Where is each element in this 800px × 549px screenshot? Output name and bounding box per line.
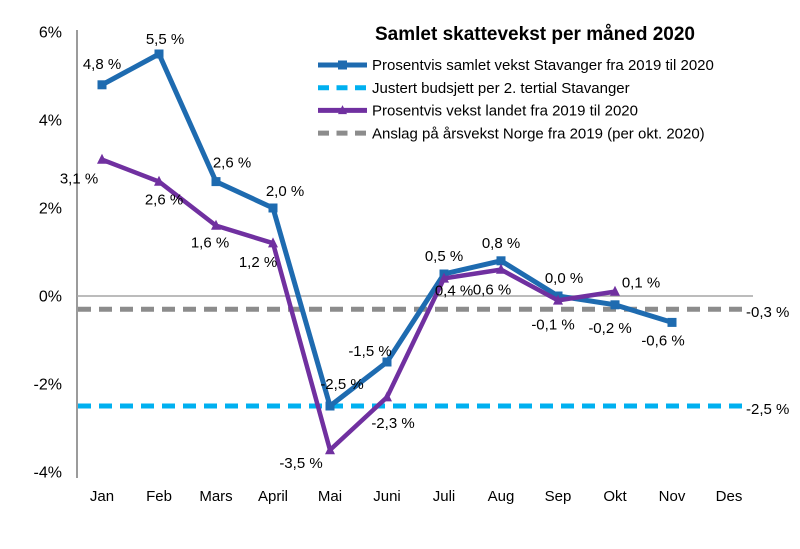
x-tick-label: Feb bbox=[146, 488, 172, 505]
legend-item-label: Justert budsjett per 2. tertial Stavange… bbox=[372, 80, 630, 97]
data-label-stavanger-vekst: 2,0 % bbox=[266, 183, 304, 200]
data-label-landet-vekst: 2,6 % bbox=[145, 192, 183, 209]
legend-item-label: Anslag på årsvekst Norge fra 2019 (per o… bbox=[372, 125, 705, 142]
square-marker bbox=[610, 300, 620, 310]
legend-item-anslag-norge: Anslag på årsvekst Norge fra 2019 (per o… bbox=[318, 125, 705, 142]
square-marker bbox=[338, 60, 347, 70]
legend-item-stavanger-vekst: Prosentvis samlet vekst Stavanger fra 20… bbox=[318, 57, 714, 74]
data-label-stavanger-vekst: -0,2 % bbox=[588, 320, 631, 337]
triangle-marker bbox=[439, 272, 449, 283]
square-marker bbox=[211, 177, 221, 187]
data-label-stavanger-vekst: 2,6 % bbox=[213, 155, 251, 172]
legend-item-landet-vekst: Prosentvis vekst landet fra 2019 til 202… bbox=[318, 103, 638, 120]
y-tick-label: -2% bbox=[34, 377, 62, 394]
data-label-landet-vekst: 1,6 % bbox=[191, 235, 229, 252]
y-tick-label: -4% bbox=[34, 465, 62, 482]
x-tick-label: Sep bbox=[545, 488, 572, 505]
x-tick-label: Nov bbox=[659, 488, 686, 505]
chart-series bbox=[78, 49, 742, 455]
y-tick-label: 6% bbox=[39, 25, 62, 42]
data-label-landet-vekst: 0,1 % bbox=[622, 275, 660, 292]
series-line-landet-vekst bbox=[101, 157, 616, 455]
data-label-landet-vekst: 0,6 % bbox=[473, 282, 511, 299]
square-marker bbox=[667, 317, 677, 327]
data-label-stavanger-vekst: 4,8 % bbox=[83, 56, 121, 73]
ref-line-label-budsjett-stavanger: -2,5 % bbox=[746, 401, 789, 418]
data-label-stavanger-vekst: 5,5 % bbox=[146, 31, 184, 48]
square-marker bbox=[154, 49, 164, 59]
y-tick-label: 2% bbox=[39, 201, 62, 218]
data-label-landet-vekst: 0,4 % bbox=[435, 282, 473, 299]
chart-title: Samlet skattevekst per måned 2020 bbox=[375, 24, 695, 45]
x-tick-label: Okt bbox=[603, 488, 627, 505]
data-labels: -2,5 % -0,3 % 4,8 % 5,5 % 2,6 % 2,0 % -2,5 % -1… bbox=[60, 31, 790, 472]
legend-item-budsjett-stavanger: Justert budsjett per 2. tertial Stavange… bbox=[318, 80, 630, 97]
x-tick-label: Mai bbox=[318, 488, 342, 505]
legend-item-label: Prosentvis samlet vekst Stavanger fra 20… bbox=[372, 57, 714, 74]
data-label-landet-vekst: -3,5 % bbox=[279, 455, 322, 472]
x-tick-label: Juni bbox=[373, 488, 401, 505]
triangle-marker bbox=[97, 153, 107, 164]
data-label-landet-vekst: -2,3 % bbox=[371, 415, 414, 432]
square-marker bbox=[382, 357, 392, 367]
triangle-marker bbox=[325, 444, 335, 455]
triangle-marker bbox=[496, 263, 506, 274]
triangle-marker bbox=[268, 237, 278, 248]
y-tick-label: 0% bbox=[39, 289, 62, 306]
x-tick-label: Juli bbox=[433, 488, 456, 505]
data-label-landet-vekst: 3,1 % bbox=[60, 171, 98, 188]
data-label-landet-vekst: -0,1 % bbox=[531, 316, 574, 333]
square-marker bbox=[97, 80, 107, 90]
ref-line-label-anslag-norge: -0,3 % bbox=[746, 304, 789, 321]
x-tick-label: Des bbox=[716, 488, 743, 505]
data-label-stavanger-vekst: -1,5 % bbox=[348, 343, 391, 360]
triangle-marker bbox=[211, 219, 221, 230]
data-label-stavanger-vekst: 0,8 % bbox=[482, 235, 520, 252]
triangle-marker bbox=[610, 285, 620, 296]
data-label-stavanger-vekst: -0,6 % bbox=[641, 332, 684, 349]
triangle-marker bbox=[553, 294, 563, 305]
legend-item-label: Prosentvis vekst landet fra 2019 til 202… bbox=[372, 103, 638, 120]
square-marker bbox=[496, 256, 506, 266]
y-tick-label: 4% bbox=[39, 113, 62, 130]
triangle-marker bbox=[382, 391, 392, 402]
x-tick-label: Jan bbox=[90, 488, 114, 505]
data-label-stavanger-vekst: -2,5 % bbox=[320, 376, 363, 393]
triangle-marker bbox=[338, 105, 347, 115]
x-tick-label: Mars bbox=[199, 488, 232, 505]
data-label-stavanger-vekst: 0,5 % bbox=[425, 248, 463, 265]
chart-legend: Prosentvis samlet vekst Stavanger fra 20… bbox=[318, 57, 714, 142]
triangle-marker bbox=[154, 175, 164, 186]
x-tick-label: April bbox=[258, 488, 288, 505]
data-label-landet-vekst: 1,2 % bbox=[239, 254, 277, 271]
square-marker bbox=[325, 401, 335, 411]
data-label-stavanger-vekst: 0,0 % bbox=[545, 270, 583, 287]
x-tick-label: Aug bbox=[488, 488, 515, 505]
square-marker bbox=[268, 203, 278, 213]
chart-axes: 6% 4% 2% 0% -2% -4% Jan Feb Mars April Mai Juni Juli… bbox=[34, 25, 753, 505]
